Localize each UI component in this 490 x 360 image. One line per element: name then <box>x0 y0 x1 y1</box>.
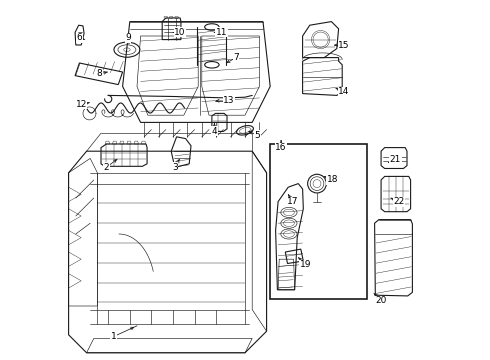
Text: 13: 13 <box>223 96 235 105</box>
Text: 1: 1 <box>111 332 117 341</box>
Text: 20: 20 <box>375 296 387 305</box>
Text: 6: 6 <box>76 33 82 42</box>
Text: 12: 12 <box>75 100 87 109</box>
Bar <box>270 144 368 299</box>
Text: 18: 18 <box>327 175 338 184</box>
Text: 5: 5 <box>255 130 261 139</box>
Text: 3: 3 <box>172 163 178 172</box>
Text: 21: 21 <box>390 154 401 163</box>
Text: 16: 16 <box>275 143 287 152</box>
Text: 4: 4 <box>212 127 217 136</box>
Text: 8: 8 <box>97 69 102 78</box>
Text: 10: 10 <box>174 28 186 37</box>
Text: 19: 19 <box>300 260 311 269</box>
Text: 22: 22 <box>393 197 404 206</box>
Text: 11: 11 <box>216 28 227 37</box>
Text: 2: 2 <box>103 163 109 172</box>
Text: 17: 17 <box>287 197 298 206</box>
Text: 14: 14 <box>338 87 350 96</box>
Text: 9: 9 <box>125 33 131 42</box>
Text: 15: 15 <box>338 40 350 49</box>
Text: 7: 7 <box>233 53 239 62</box>
